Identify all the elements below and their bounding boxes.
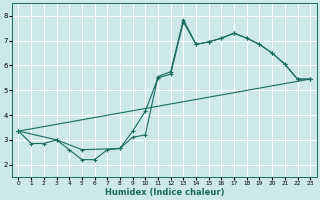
- X-axis label: Humidex (Indice chaleur): Humidex (Indice chaleur): [105, 188, 224, 197]
